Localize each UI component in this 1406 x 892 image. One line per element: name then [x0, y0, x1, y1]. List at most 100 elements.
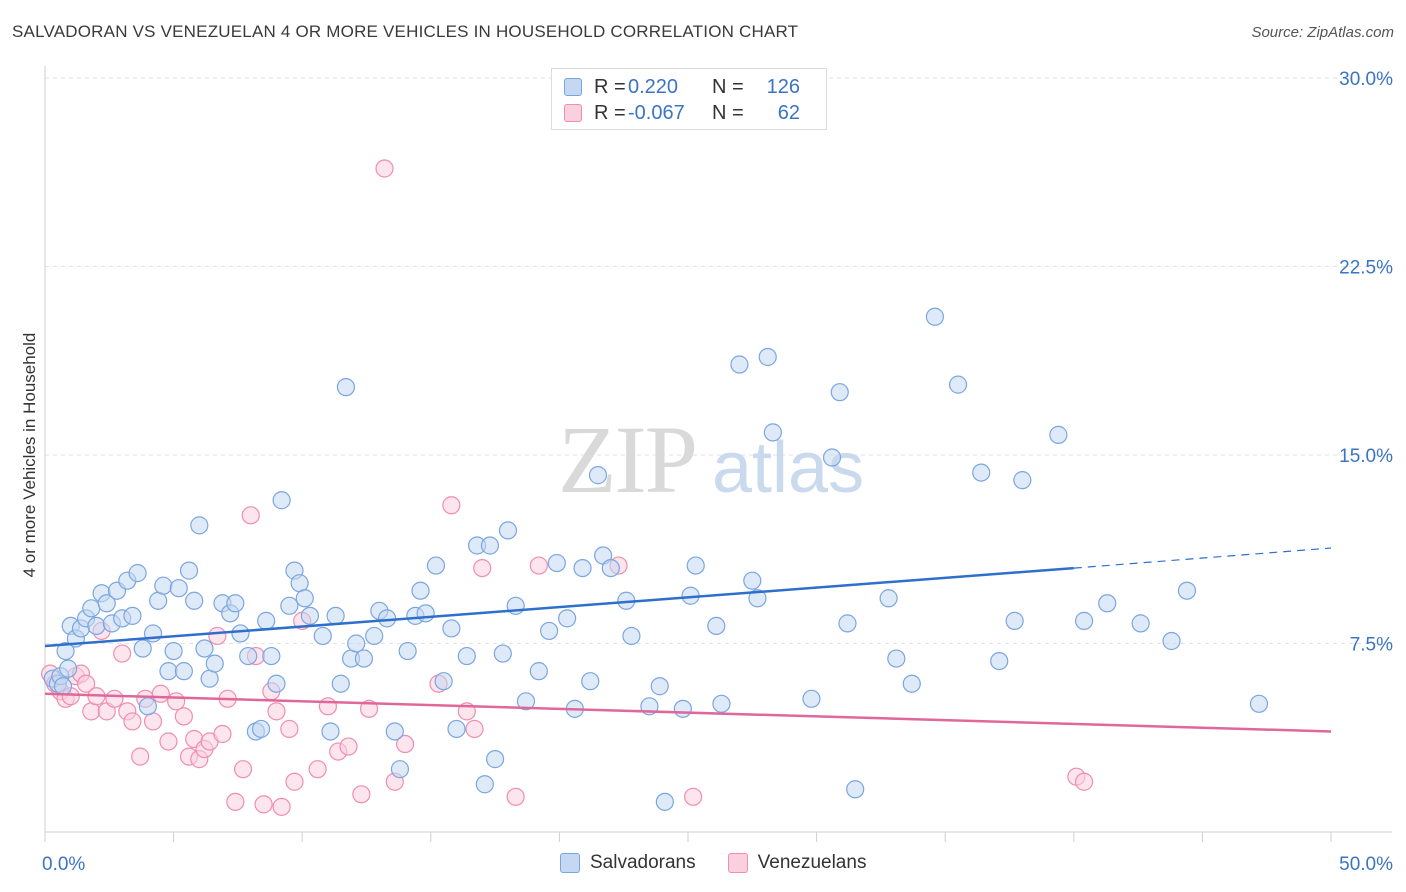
legend-row-venezuelans: R = -0.067 N = 62 — [564, 101, 800, 125]
scatter-point — [1177, 581, 1197, 600]
legend-r-value: 0.220 — [628, 75, 679, 98]
scatter-point — [673, 699, 692, 718]
legend-n-label: N = — [712, 101, 744, 124]
scatter-point — [262, 646, 281, 666]
scatter-point — [352, 785, 371, 804]
scatter-point — [385, 722, 404, 741]
series-swatch-venezuelans — [727, 853, 748, 873]
source-label: Source: ZipAtlas.com — [1251, 24, 1394, 41]
scatter-point — [280, 596, 299, 615]
y-tick-label: 22.5% — [1339, 258, 1393, 279]
scatter-point — [442, 496, 461, 515]
scatter-point — [442, 619, 461, 638]
scatter-point — [506, 787, 525, 806]
series-label-salvadorans: Salvadorans — [590, 852, 696, 873]
scatter-point — [822, 448, 842, 467]
scatter-point — [655, 792, 674, 811]
scatter-point — [128, 564, 147, 583]
scatter-point — [326, 606, 345, 625]
scatter-point — [948, 375, 968, 394]
watermark-zip: ZIP — [558, 406, 696, 513]
scatter-point — [200, 669, 219, 688]
legend-n-value: 62 — [777, 101, 800, 124]
scatter-point — [758, 347, 777, 367]
x-tick-label-min: 0.0% — [42, 854, 85, 875]
scatter-point — [105, 689, 124, 708]
scatter-point — [763, 423, 782, 442]
scatter-point — [398, 641, 417, 661]
scatter-point — [650, 677, 669, 696]
series-legend-salvadorans[interactable]: Salvadorans — [560, 852, 696, 874]
scatter-point — [416, 604, 435, 623]
scatter-point — [712, 694, 731, 713]
scatter-point — [174, 707, 193, 726]
series-legend: Salvadorans Venezuelans — [560, 852, 898, 874]
scatter-point — [972, 463, 991, 482]
scatter-point — [233, 760, 253, 779]
scatter-point — [174, 662, 193, 681]
scatter-point — [707, 616, 726, 636]
scatter-point — [290, 574, 309, 593]
scatter-point — [475, 775, 494, 794]
scatter-point — [588, 466, 608, 485]
scatter-point — [53, 677, 73, 696]
scatter-point — [529, 556, 548, 575]
scatter-point — [1074, 772, 1094, 791]
scatter-point — [164, 641, 183, 661]
scatter-point — [300, 606, 320, 625]
scatter-point — [133, 639, 152, 658]
scatter-point — [131, 747, 150, 766]
scatter-point — [447, 719, 466, 739]
series-swatch-salvadorans — [560, 853, 580, 873]
scatter-point — [375, 159, 394, 178]
scatter-point — [365, 626, 384, 646]
scatter-point — [87, 616, 106, 636]
legend-n-value: 126 — [766, 75, 800, 98]
legend-r-value: -0.067 — [628, 101, 685, 124]
scatter-point — [226, 594, 245, 613]
scatter-point — [113, 644, 132, 663]
series-legend-venezuelans[interactable]: Venezuelans — [727, 852, 866, 874]
legend-r-label: R = — [594, 101, 626, 124]
scatter-point — [887, 649, 906, 668]
scatter-point — [226, 792, 245, 811]
y-tick-label: 15.0% — [1339, 446, 1393, 467]
scatter-point — [395, 734, 415, 754]
scatter-point — [159, 732, 178, 751]
correlation-legend: R = 0.220 N = 126 R = -0.067 N = 62 — [551, 68, 827, 130]
scatter-point — [179, 561, 199, 580]
scatter-point — [97, 594, 116, 613]
salvadorans-points — [43, 307, 1269, 811]
chart-title: SALVADORAN VS VENEZUELAN 4 OR MORE VEHIC… — [12, 22, 799, 41]
scatter-point — [730, 355, 749, 374]
scatter-point — [925, 307, 945, 326]
scatter-point — [331, 674, 350, 693]
scatter-point — [77, 674, 96, 693]
scatter-point — [390, 760, 410, 779]
scatter-point — [516, 692, 536, 711]
y-tick-label: 7.5% — [1350, 635, 1393, 656]
legend-swatch-salvadorans — [564, 78, 582, 96]
scatter-point — [540, 621, 559, 641]
scatter-point — [465, 719, 484, 739]
scatter-point — [486, 750, 505, 769]
scatter-point — [1249, 694, 1269, 713]
watermark: ZIP atlas — [558, 406, 864, 513]
scatter-point — [254, 795, 273, 814]
scatter-point — [151, 684, 170, 703]
legend-n-label: N = — [712, 75, 744, 98]
scatter-point — [480, 536, 500, 555]
scatter-point — [748, 589, 767, 608]
legend-r-label: R = — [594, 75, 626, 98]
scatter-point — [272, 797, 291, 816]
scatter-point — [743, 571, 762, 590]
scatter-point — [82, 702, 101, 721]
scatter-point — [149, 591, 168, 610]
scatter-point — [213, 724, 232, 744]
scatter-point — [267, 702, 286, 721]
scatter-point — [377, 609, 397, 628]
scatter-point — [354, 649, 374, 668]
scatter-point — [434, 672, 453, 691]
y-tick-label: 30.0% — [1339, 69, 1393, 90]
